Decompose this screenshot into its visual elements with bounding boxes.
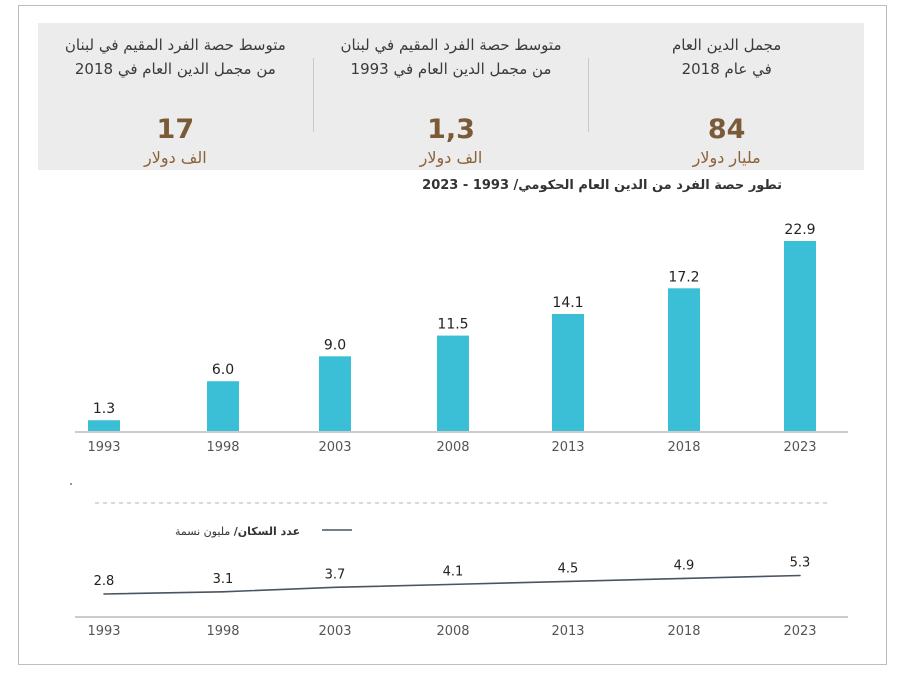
stat-unit: الف دولار <box>144 148 207 167</box>
line-value-label: 4.5 <box>558 561 579 576</box>
bar <box>207 381 239 431</box>
bar-x-tick-label: 2013 <box>551 440 584 455</box>
line-point <box>683 577 685 580</box>
bar-x-tick-label: 2003 <box>318 440 351 455</box>
bar-x-tick-label: 1998 <box>206 440 239 455</box>
bar-x-tick-label: 2023 <box>783 440 816 455</box>
line-point <box>222 590 224 593</box>
bar-x-tick-label: 2008 <box>436 440 469 455</box>
line-x-tick-label: 1993 <box>87 624 120 639</box>
bar-value-label: 6.0 <box>212 362 234 378</box>
line-value-label: 5.3 <box>790 556 811 571</box>
stat-label-line1: متوسط حصة الفرد المقيم في لبنان <box>340 36 562 54</box>
bar <box>88 420 120 431</box>
legend-label-unit: مليون نسمة <box>175 525 234 538</box>
stat-label-line2: في عام 2018 <box>681 60 772 78</box>
stat-per-capita-1993: متوسط حصة الفرد المقيم في لبنان من مجمل … <box>314 23 589 170</box>
bar-value-label: 22.9 <box>784 222 815 238</box>
stat-value: 17 <box>156 114 195 145</box>
line-point <box>334 586 336 589</box>
stat-label-line2: من مجمل الدين العام في 1993 <box>350 60 552 78</box>
line-x-tick-label: 1998 <box>206 624 239 639</box>
bar <box>552 314 584 431</box>
line-value-label: 2.8 <box>94 574 115 589</box>
bar-x-tick-label: 2018 <box>667 440 700 455</box>
line-point <box>103 593 105 595</box>
stat-label-line2: من مجمل الدين العام في 2018 <box>74 60 276 78</box>
line-x-tick-label: 2018 <box>667 624 700 639</box>
bar-value-label: 11.5 <box>437 317 468 333</box>
bar <box>319 356 351 431</box>
stat-value: 84 <box>707 114 746 145</box>
bar-value-label: 17.2 <box>668 269 699 285</box>
line-point <box>567 580 569 583</box>
stat-label-line1: متوسط حصة الفرد المقيم في لبنان <box>64 36 286 54</box>
decorative-dot <box>70 483 72 485</box>
line-value-label: 3.7 <box>325 567 346 582</box>
line-x-tick-label: 2013 <box>551 624 584 639</box>
bar-x-tick-label: 1993 <box>87 440 120 455</box>
bar-value-label: 1.3 <box>93 401 115 417</box>
stat-total-debt: مجمل الدين العام في عام 2018 84 مليار دو… <box>589 23 864 170</box>
stat-unit: الف دولار <box>419 148 483 167</box>
line-x-tick-label: 2023 <box>783 624 816 639</box>
line-legend: عدد السكان/ مليون نسمة <box>175 525 300 538</box>
stat-unit: مليار دولار <box>692 148 761 167</box>
summary-panel: متوسط حصة الفرد المقيم في لبنان من مجمل … <box>38 23 864 170</box>
stat-divider <box>588 58 590 132</box>
bar <box>437 335 469 431</box>
bar <box>668 288 700 431</box>
line-x-tick-label: 2008 <box>436 624 469 639</box>
line-point <box>452 583 454 586</box>
line-value-label: 3.1 <box>213 572 234 587</box>
stat-per-capita-2018: متوسط حصة الفرد المقيم في لبنان من مجمل … <box>38 23 313 170</box>
line-point <box>799 574 801 577</box>
line-value-label: 4.9 <box>674 558 695 573</box>
stat-divider <box>312 58 314 132</box>
bar <box>784 241 816 431</box>
line-x-tick-label: 2003 <box>318 624 351 639</box>
chart-title: تطور حصة الفرد من الدين العام الحكومي/ 1… <box>422 178 782 193</box>
stat-label-line1: مجمل الدين العام <box>672 36 782 54</box>
stat-value: 1,3 <box>427 114 475 145</box>
bar-value-label: 9.0 <box>324 337 346 353</box>
bar-value-label: 14.1 <box>552 295 583 311</box>
legend-label-bold: عدد السكان/ <box>233 525 301 538</box>
line-value-label: 4.1 <box>443 564 464 579</box>
